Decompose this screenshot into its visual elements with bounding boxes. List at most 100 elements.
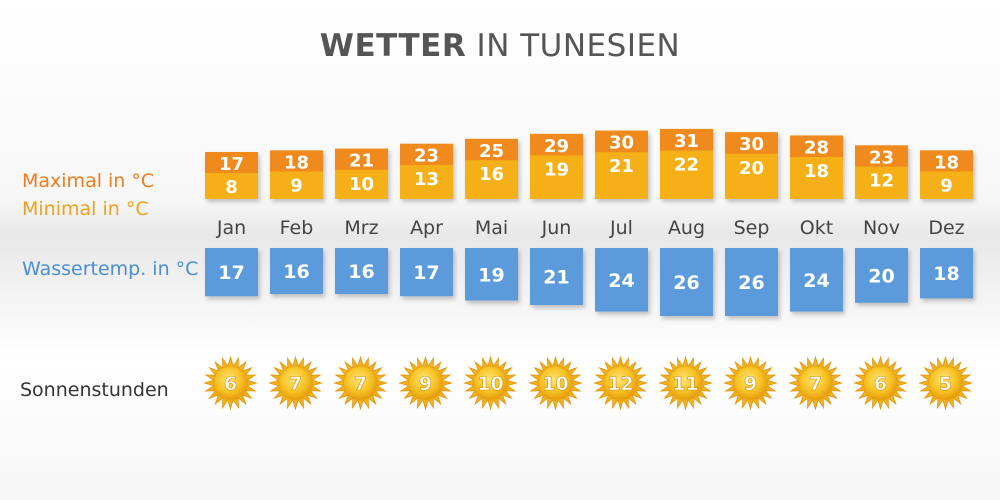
max-temp-bar	[790, 135, 843, 158]
water-temp-bar	[595, 248, 648, 312]
max-temp-value: 25	[479, 141, 504, 162]
max-temp-label: Maximal in °C	[22, 170, 155, 192]
sun-icon	[203, 355, 258, 411]
max-temp-value: 23	[414, 146, 439, 167]
min-temp-bar	[790, 157, 843, 199]
max-temp-value: 17	[219, 154, 244, 175]
month-label: Apr	[410, 217, 443, 239]
month-label: Sep	[734, 217, 770, 239]
month-label: Mai	[475, 217, 508, 239]
month-label: Nov	[863, 217, 900, 239]
min-temp-value: 21	[609, 156, 634, 177]
max-temp-bar	[660, 128, 713, 152]
sunshine-value: 10	[542, 373, 568, 395]
water-temp-bar	[335, 248, 388, 294]
temp-column-Feb	[270, 150, 323, 199]
water-temp-value: 16	[348, 261, 374, 283]
max-temp-bar	[530, 133, 583, 157]
chart-title-bold: WETTER	[319, 28, 467, 64]
temp-column-Mrz	[335, 148, 388, 199]
max-temp-value: 29	[544, 136, 569, 157]
min-temp-bar	[660, 150, 713, 199]
water-temp-value: 26	[738, 272, 764, 294]
max-temp-bar	[400, 143, 453, 166]
sunshine-value: 12	[607, 373, 633, 395]
min-temp-value: 20	[739, 158, 764, 179]
min-temp-bar	[920, 171, 973, 199]
min-temp-label: Minimal in °C	[22, 198, 149, 220]
temp-column-Okt	[790, 135, 843, 199]
water-temp-value: 24	[608, 270, 634, 292]
max-temp-value: 30	[609, 133, 634, 154]
water-temp-value: 19	[478, 264, 504, 286]
min-temp-bar	[530, 155, 583, 199]
water-temp-value: 21	[543, 267, 569, 289]
min-temp-value: 10	[349, 174, 374, 195]
sunshine-value: 9	[744, 373, 757, 395]
temp-column-Jun	[530, 133, 583, 199]
water-temp-value: 24	[803, 270, 829, 292]
min-temp-bar	[725, 153, 778, 199]
max-temp-bar	[920, 150, 973, 173]
temp-column-Nov	[855, 145, 908, 199]
temp-column-Dez	[920, 150, 973, 199]
max-temp-value: 18	[934, 152, 959, 173]
min-temp-bar	[595, 152, 648, 199]
min-temp-value: 9	[290, 175, 303, 196]
max-temp-value: 21	[349, 151, 374, 172]
sun-icon	[853, 355, 908, 411]
month-label: Jan	[216, 217, 246, 239]
min-temp-value: 22	[674, 155, 699, 176]
sun-icon	[528, 355, 583, 411]
min-temp-value: 8	[225, 177, 238, 198]
sunshine-value: 7	[809, 373, 822, 395]
water-temp-bar	[465, 248, 518, 301]
water-temp-bar	[205, 248, 258, 297]
temp-column-Jan	[205, 152, 258, 199]
temp-column-Jul	[595, 130, 648, 199]
water-temp-bar	[270, 248, 323, 294]
sun-icon	[463, 355, 518, 411]
min-temp-bar	[205, 173, 258, 199]
water-temp-value: 26	[673, 272, 699, 294]
min-temp-value: 18	[804, 161, 829, 182]
sunshine-value: 5	[939, 373, 952, 395]
sunshine-value: 10	[477, 373, 503, 395]
min-temp-value: 12	[869, 171, 894, 192]
max-temp-bar	[595, 130, 648, 154]
min-temp-bar	[465, 160, 518, 199]
min-temp-bar	[400, 165, 453, 199]
temp-column-Mai	[465, 138, 518, 199]
water-temp-value: 18	[933, 263, 959, 285]
max-temp-value: 23	[869, 147, 894, 168]
max-temp-value: 18	[284, 152, 309, 173]
water-temp-value: 20	[868, 265, 894, 287]
max-temp-value: 28	[804, 137, 829, 158]
sunshine-label: Sonnenstunden	[20, 379, 169, 401]
min-temp-value: 9	[940, 175, 953, 196]
max-temp-bar	[465, 138, 518, 162]
max-temp-bar	[205, 152, 258, 174]
sun-icon	[333, 355, 388, 411]
month-label: Feb	[280, 217, 314, 239]
sunshine-value: 11	[672, 373, 698, 395]
chart-title: WETTER IN TUNESIEN	[0, 28, 1000, 64]
sunshine-value: 7	[354, 373, 367, 395]
water-temp-value: 17	[413, 262, 439, 284]
sunshine-value: 6	[874, 373, 887, 395]
temp-column-Sep	[725, 132, 778, 199]
water-temp-bar	[855, 248, 908, 303]
sunshine-value: 6	[224, 373, 237, 395]
max-temp-value: 30	[739, 134, 764, 155]
min-temp-bar	[855, 166, 908, 199]
sun-icon	[593, 355, 648, 411]
sun-icon	[398, 355, 453, 411]
chart-title-rest: IN TUNESIEN	[476, 28, 681, 64]
temp-column-Aug	[660, 128, 713, 199]
water-temp-bar	[400, 248, 453, 297]
max-temp-value: 31	[674, 131, 699, 152]
max-temp-bar	[725, 132, 778, 155]
sunshine-value: 7	[289, 373, 302, 395]
water-temp-value: 17	[218, 262, 244, 284]
sun-icon	[918, 355, 973, 411]
